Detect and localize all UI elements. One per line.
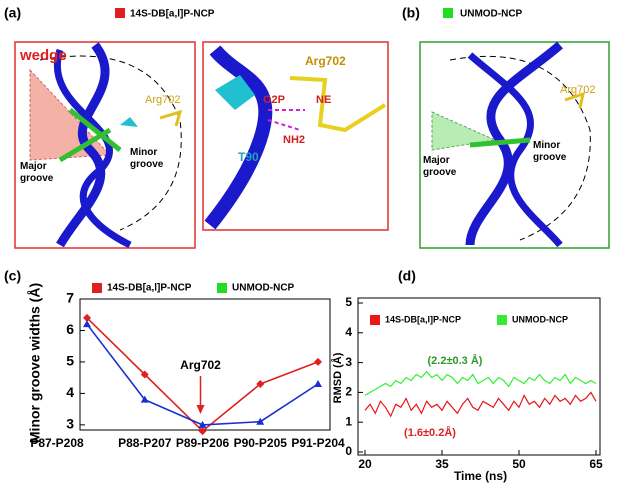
atom-label: NE <box>316 94 331 106</box>
y-tick-label: 5 <box>66 353 74 369</box>
wedge-shape <box>29 68 112 161</box>
dna-backbone <box>467 52 563 248</box>
atom-label: NH2 <box>283 134 305 146</box>
residue <box>289 76 387 133</box>
groove-label: Minor groove <box>533 140 567 163</box>
annotation: (2.2±0.3 Å) <box>428 354 483 367</box>
y-tick-label: 2 <box>345 385 352 399</box>
data-point <box>140 395 149 403</box>
atom-label: O2P <box>263 94 285 106</box>
inset: Arg702 O2P NE NH2 T90 <box>202 41 389 231</box>
legend-swatch <box>217 283 227 293</box>
dna-backbone <box>204 45 273 230</box>
y-tick-label: 4 <box>345 325 352 339</box>
x-tick-label: 20 <box>358 457 372 471</box>
legend-text: 14S-DB[a,l]P-NCP <box>385 314 461 324</box>
annotation: Arg702 <box>180 358 221 372</box>
x-tick-label: P88-P207 <box>118 436 172 450</box>
panel-label: (b) <box>402 5 420 21</box>
y-tick-label: 3 <box>66 416 74 432</box>
y-tick-label: 3 <box>345 355 352 369</box>
data-point <box>83 320 91 328</box>
y-tick-label: 5 <box>345 295 352 309</box>
panel-label: (c) <box>4 268 21 284</box>
plot-frame <box>357 297 601 456</box>
residue-label: Arg702 <box>560 84 595 96</box>
dna-backbone <box>56 42 110 248</box>
data-point <box>314 379 322 387</box>
data-point <box>198 420 207 428</box>
annotation-arrowhead <box>196 405 205 414</box>
x-tick-label: P91-P204 <box>291 436 345 450</box>
y-tick-label: 7 <box>66 290 74 306</box>
groove-label: Major groove <box>423 155 457 178</box>
wedge-label: wedge <box>19 47 67 64</box>
x-tick-label: 35 <box>435 457 449 471</box>
x-tick-label: 65 <box>589 457 603 471</box>
groove-arc <box>449 55 591 241</box>
legend-swatch <box>115 8 125 18</box>
residue-label: T90 <box>238 150 259 164</box>
wedge-shape <box>431 111 497 151</box>
residue <box>159 109 183 127</box>
dna-backbone <box>54 48 132 249</box>
series-line <box>86 317 319 433</box>
residue <box>215 75 255 110</box>
hbond <box>267 109 305 131</box>
residue-label: Arg702 <box>145 94 180 106</box>
data-point <box>140 370 149 379</box>
y-axis-label: RMSD (Å) <box>331 352 344 403</box>
panel-label: (a) <box>4 5 21 21</box>
legend-swatch <box>92 283 102 293</box>
legend-swatch <box>443 8 453 18</box>
legend-text: UNMOD-NCP <box>232 283 295 294</box>
legend-text: 14S-DB[a,l]P-NCP <box>107 283 192 294</box>
x-axis-label: Time (ns) <box>454 469 507 483</box>
legend-text: UNMOD-NCP <box>512 314 568 324</box>
panel-a: (a) 14S-DB[a,l]P-NCP wedge Arg702 Major g… <box>4 5 215 249</box>
legend-swatch <box>497 315 507 325</box>
y-tick-label: 1 <box>345 414 352 428</box>
dna-strand <box>58 108 122 163</box>
data-point <box>256 417 265 425</box>
residue <box>564 91 586 109</box>
y-tick-label: 4 <box>66 384 74 400</box>
data-point <box>83 313 91 322</box>
y-tick-label: 0 <box>345 444 352 458</box>
data-point <box>198 427 207 436</box>
groove-label: Major groove <box>20 161 54 184</box>
series-line <box>364 370 597 396</box>
x-tick-label: P89-P206 <box>176 436 230 450</box>
x-tick-label: P90-P205 <box>234 436 288 450</box>
data-point <box>314 357 322 366</box>
residue-label: Arg702 <box>305 54 346 68</box>
legend-text: UNMOD-NCP <box>460 9 523 20</box>
series-line <box>364 391 597 418</box>
y-axis-label: Minor groove widths (Å) <box>27 283 43 443</box>
x-tick-label: P87-P208 <box>30 436 84 450</box>
groove-label: Minor groove <box>130 147 164 170</box>
annotation: (1.6±0.2Å) <box>404 426 456 439</box>
data-point <box>256 379 265 388</box>
dna-strand <box>469 137 531 148</box>
legend-swatch <box>370 315 380 325</box>
residue <box>120 117 138 127</box>
x-tick-label: 50 <box>512 457 526 471</box>
panel-b: (b) UNMOD-NCP Arg702 Major groove Minor gr… <box>402 5 610 249</box>
y-tick-label: 6 <box>66 321 74 337</box>
panel-label: (d) <box>398 268 416 284</box>
legend-text: 14S-DB[a,l]P-NCP <box>130 9 215 20</box>
